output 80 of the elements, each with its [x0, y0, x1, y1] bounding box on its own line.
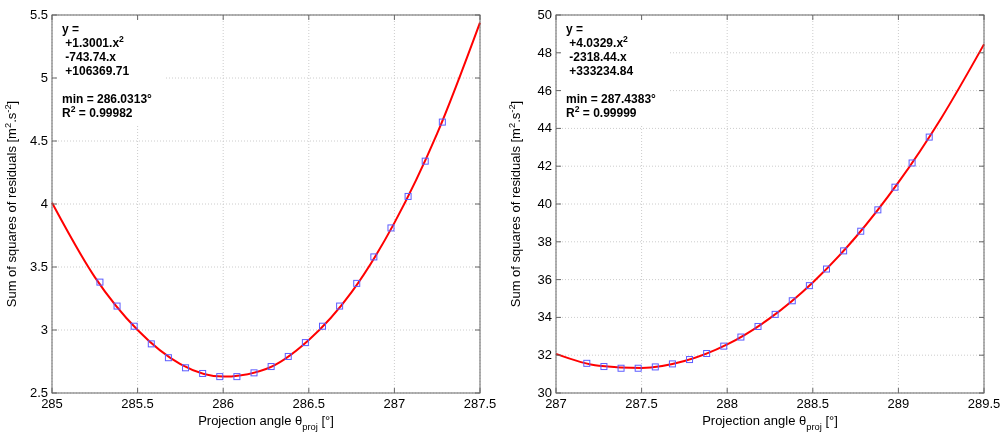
- y-tick-label: 40: [537, 196, 552, 211]
- point: [199, 369, 207, 377]
- x-tick-label: 288.5: [796, 396, 830, 411]
- point: [651, 363, 659, 371]
- point: [874, 206, 882, 214]
- annotation: -743.74.x: [62, 50, 117, 64]
- y-tick-label: 5: [40, 70, 48, 85]
- y-tick-label: 50: [537, 7, 552, 22]
- point: [147, 340, 155, 348]
- x-tick-label: 285.5: [121, 396, 154, 411]
- point: [668, 360, 676, 368]
- annotation: -2318.44.x: [566, 50, 628, 64]
- point: [857, 227, 865, 235]
- point: [267, 363, 275, 371]
- y-tick-label: 4: [40, 196, 48, 211]
- y-tick-label: 46: [537, 82, 552, 98]
- point: [370, 253, 378, 261]
- y-tick-label: 3: [40, 322, 48, 337]
- point: [164, 354, 172, 362]
- point: [130, 322, 138, 330]
- y-tick-label: 38: [537, 233, 552, 249]
- annotation: R$^{2}$ = 0.99982: [62, 104, 133, 120]
- point: [421, 157, 429, 165]
- x-tick-label: 287: [383, 396, 406, 411]
- point: [908, 159, 916, 167]
- x-tick-label: 288: [716, 396, 739, 411]
- y-tick-label: 42: [537, 158, 552, 174]
- annotation: y =: [62, 22, 80, 36]
- annotation: R$^{2}$ = 0.99999: [566, 104, 637, 120]
- annotation: min = 286.0313°: [62, 92, 153, 106]
- point: [250, 369, 258, 377]
- point: [617, 364, 625, 372]
- point: [703, 350, 711, 357]
- point: [284, 352, 292, 360]
- point: [96, 278, 104, 286]
- point: [113, 302, 121, 310]
- point: [686, 356, 694, 364]
- x-tick-label: 289.5: [967, 396, 1001, 411]
- point: [737, 333, 745, 341]
- point: [634, 364, 642, 372]
- point: [600, 363, 608, 371]
- annotation: +333234.84: [566, 64, 634, 78]
- annotation: y =: [566, 22, 584, 36]
- y-tick-label: 34: [537, 309, 552, 325]
- point: [771, 310, 779, 318]
- x-tick-label: 286: [212, 396, 235, 411]
- point: [216, 373, 224, 381]
- y-tick-label: 3.5: [29, 259, 48, 274]
- point: [353, 279, 361, 287]
- y-tick-label: 48: [537, 44, 552, 60]
- point: [925, 133, 933, 141]
- point: [336, 302, 344, 310]
- y-tick-label: 36: [537, 271, 552, 287]
- point: [805, 282, 813, 290]
- point: [583, 359, 591, 367]
- annotation: +106369.71: [62, 64, 130, 78]
- point: [720, 342, 728, 350]
- y-tick-label: 32: [537, 347, 552, 363]
- point: [788, 297, 796, 305]
- y-tick-label: 5.5: [29, 7, 48, 22]
- point: [404, 192, 412, 200]
- point: [891, 183, 899, 191]
- point: [840, 247, 848, 255]
- point: [233, 373, 241, 381]
- x-axis-title: Projection angle θ$_{proj}$ [°]: [198, 413, 334, 432]
- annotation: min = 287.4383°: [566, 92, 657, 106]
- point: [438, 118, 446, 126]
- x-tick-label: 289: [887, 396, 910, 411]
- x-axis-title: Projection angle θ$_{proj}$ [°]: [702, 413, 838, 432]
- point: [387, 224, 395, 232]
- point: [319, 322, 326, 330]
- y-tick-label: 44: [537, 120, 552, 136]
- point: [301, 339, 309, 347]
- point: [754, 322, 762, 330]
- y-tick-label: 4.5: [29, 133, 48, 148]
- x-tick-label: 287.5: [625, 396, 658, 411]
- point: [182, 364, 190, 372]
- point: [823, 265, 830, 273]
- x-tick-label: 286.5: [292, 396, 326, 411]
- x-tick-label: 287.5: [463, 396, 497, 411]
